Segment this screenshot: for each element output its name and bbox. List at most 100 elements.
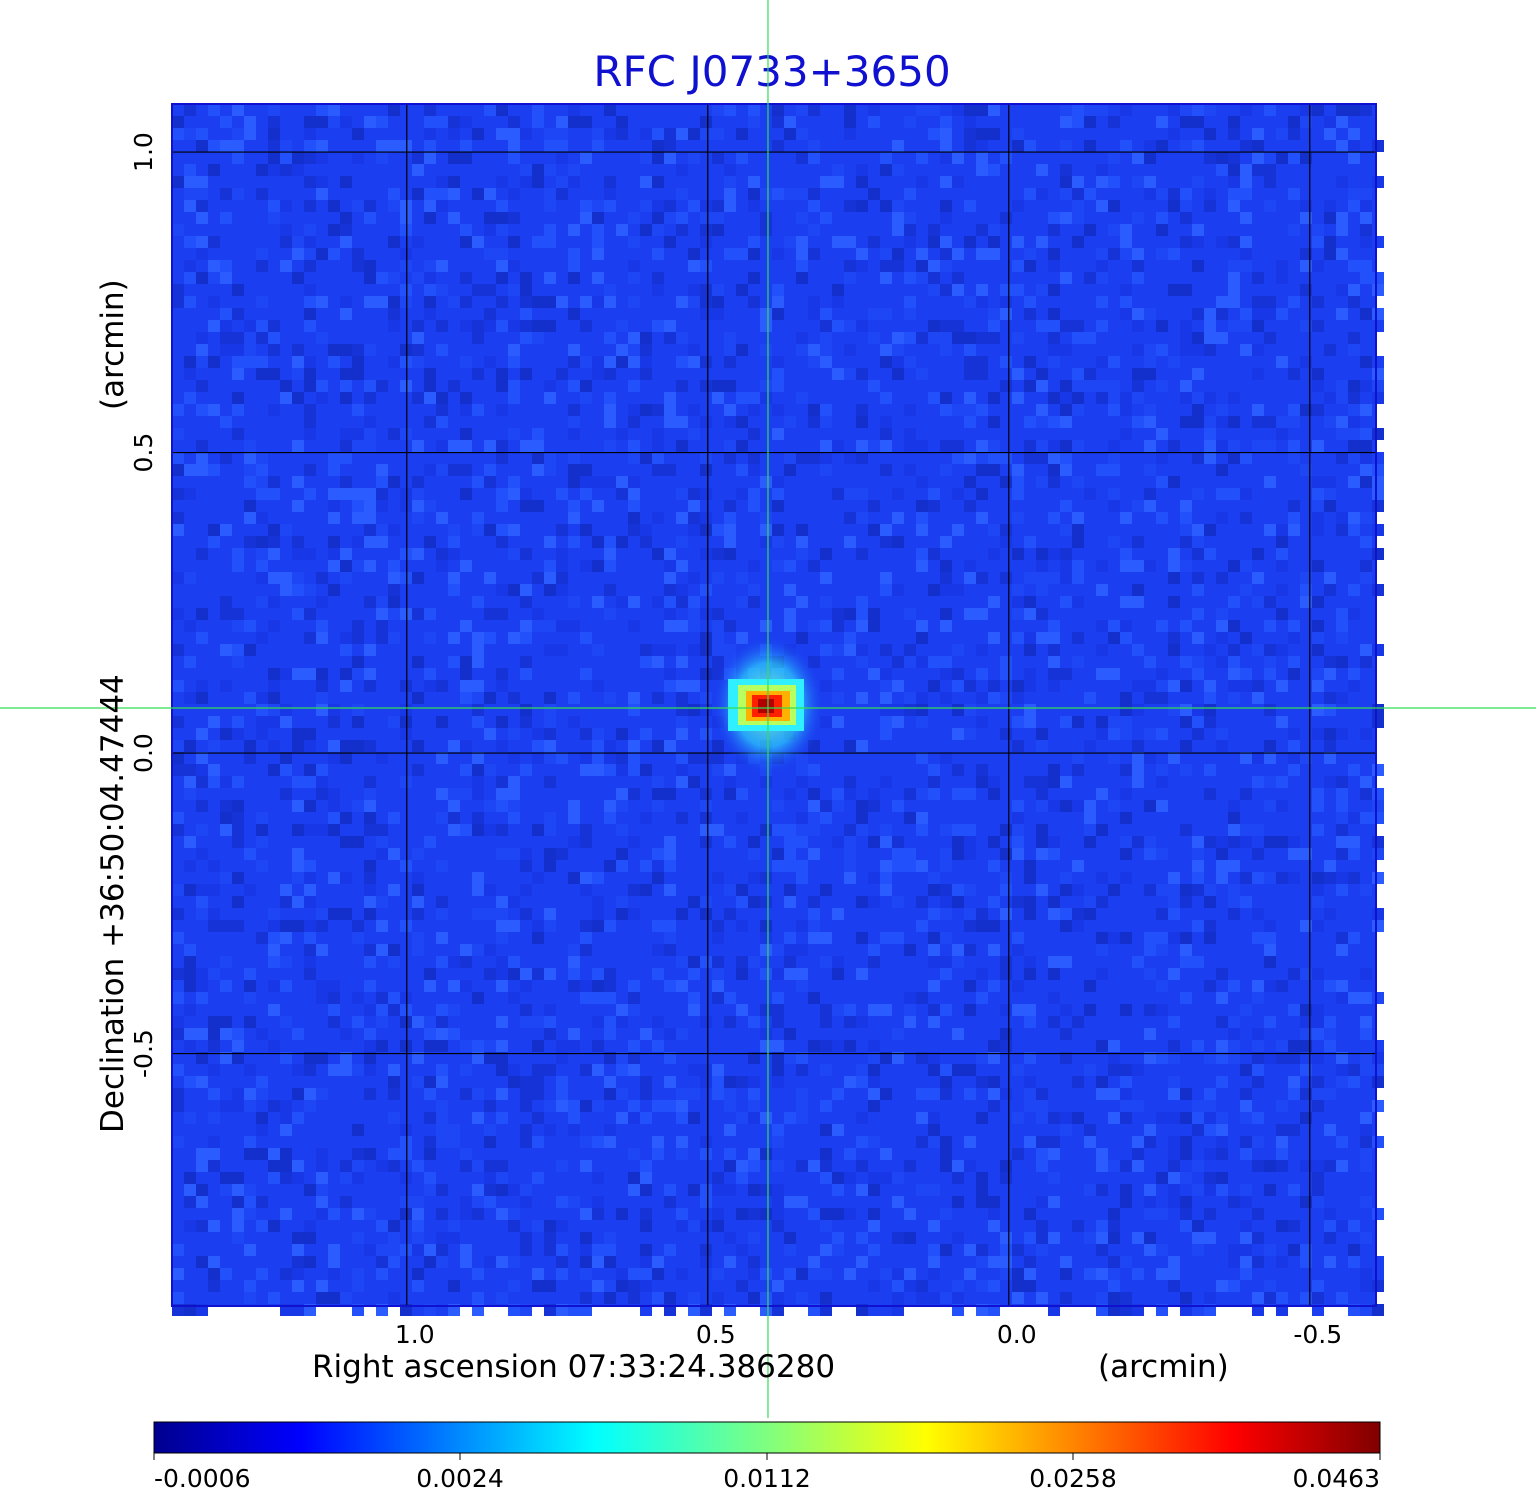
noise-pixel <box>1060 800 1072 812</box>
noise-pixel <box>304 1052 316 1064</box>
noise-pixel <box>244 1196 256 1208</box>
noise-pixel <box>400 260 412 272</box>
noise-pixel <box>1144 140 1156 152</box>
noise-pixel <box>340 1052 352 1064</box>
noise-pixel <box>832 800 844 812</box>
noise-pixel <box>1360 212 1372 224</box>
noise-pixel <box>676 404 688 416</box>
noise-pixel <box>232 1208 244 1220</box>
noise-pixel <box>808 296 820 308</box>
noise-pixel <box>916 428 928 440</box>
noise-pixel <box>268 1004 280 1016</box>
noise-pixel <box>568 308 580 320</box>
noise-pixel <box>352 440 364 452</box>
noise-pixel <box>472 596 484 608</box>
noise-pixel <box>808 380 820 392</box>
noise-pixel <box>1252 872 1264 884</box>
noise-pixel <box>676 476 688 488</box>
noise-pixel <box>352 656 364 668</box>
noise-pixel <box>1324 668 1336 680</box>
noise-pixel <box>268 488 280 500</box>
noise-pixel <box>1312 596 1324 608</box>
noise-pixel <box>568 536 580 548</box>
noise-pixel <box>616 1076 628 1088</box>
noise-pixel <box>640 1112 652 1124</box>
noise-pixel <box>304 920 316 932</box>
noise-pixel <box>340 1136 352 1148</box>
noise-pixel <box>832 692 844 704</box>
noise-pixel <box>556 176 568 188</box>
noise-pixel <box>940 860 952 872</box>
noise-pixel <box>1084 1184 1096 1196</box>
noise-pixel <box>268 764 280 776</box>
noise-pixel <box>940 824 952 836</box>
noise-pixel <box>568 176 580 188</box>
noise-pixel <box>268 128 280 140</box>
noise-pixel <box>172 1292 184 1304</box>
noise-pixel <box>388 1256 400 1268</box>
noise-pixel <box>496 1064 508 1076</box>
noise-pixel <box>796 992 808 1004</box>
noise-pixel <box>880 200 892 212</box>
noise-pixel <box>1204 764 1216 776</box>
noise-pixel <box>916 824 928 836</box>
noise-pixel <box>196 404 208 416</box>
noise-pixel <box>436 1124 448 1136</box>
noise-pixel <box>616 1064 628 1076</box>
noise-pixel <box>1312 872 1324 884</box>
noise-pixel <box>364 1028 376 1040</box>
noise-pixel <box>1072 860 1084 872</box>
noise-pixel <box>532 428 544 440</box>
noise-pixel <box>328 296 340 308</box>
map-noise <box>172 104 1384 1316</box>
noise-pixel <box>1060 344 1072 356</box>
noise-pixel <box>1180 392 1192 404</box>
noise-pixel <box>688 344 700 356</box>
noise-pixel <box>1348 200 1360 212</box>
noise-pixel <box>1156 476 1168 488</box>
noise-pixel <box>388 956 400 968</box>
noise-pixel <box>184 980 196 992</box>
noise-pixel <box>256 356 268 368</box>
noise-pixel <box>940 884 952 896</box>
noise-pixel <box>244 128 256 140</box>
noise-pixel <box>1168 752 1180 764</box>
noise-pixel <box>1036 584 1048 596</box>
noise-pixel <box>1312 560 1324 572</box>
noise-pixel <box>1288 440 1300 452</box>
noise-pixel <box>616 116 628 128</box>
noise-pixel <box>580 764 592 776</box>
noise-pixel <box>760 1040 772 1052</box>
noise-pixel <box>556 440 568 452</box>
noise-pixel <box>916 920 928 932</box>
noise-pixel <box>1024 1076 1036 1088</box>
noise-pixel <box>1156 188 1168 200</box>
noise-pixel <box>280 1160 292 1172</box>
noise-pixel <box>424 1076 436 1088</box>
noise-pixel <box>376 536 388 548</box>
noise-pixel <box>184 1112 196 1124</box>
noise-pixel <box>1288 524 1300 536</box>
noise-pixel <box>1312 1088 1324 1100</box>
noise-pixel <box>1372 320 1384 332</box>
noise-pixel <box>520 272 532 284</box>
noise-pixel <box>1204 896 1216 908</box>
noise-pixel <box>568 956 580 968</box>
noise-pixel <box>304 1220 316 1232</box>
noise-pixel <box>328 548 340 560</box>
noise-pixel <box>232 428 244 440</box>
noise-pixel <box>580 476 592 488</box>
noise-pixel <box>460 488 472 500</box>
noise-pixel <box>1192 332 1204 344</box>
noise-pixel <box>652 176 664 188</box>
noise-pixel <box>604 608 616 620</box>
noise-pixel <box>880 452 892 464</box>
noise-pixel <box>880 668 892 680</box>
noise-pixel <box>556 188 568 200</box>
noise-pixel <box>1180 440 1192 452</box>
noise-pixel <box>1348 452 1360 464</box>
noise-pixel <box>628 788 640 800</box>
noise-pixel <box>1192 1100 1204 1112</box>
noise-pixel <box>436 416 448 428</box>
noise-pixel <box>1096 728 1108 740</box>
